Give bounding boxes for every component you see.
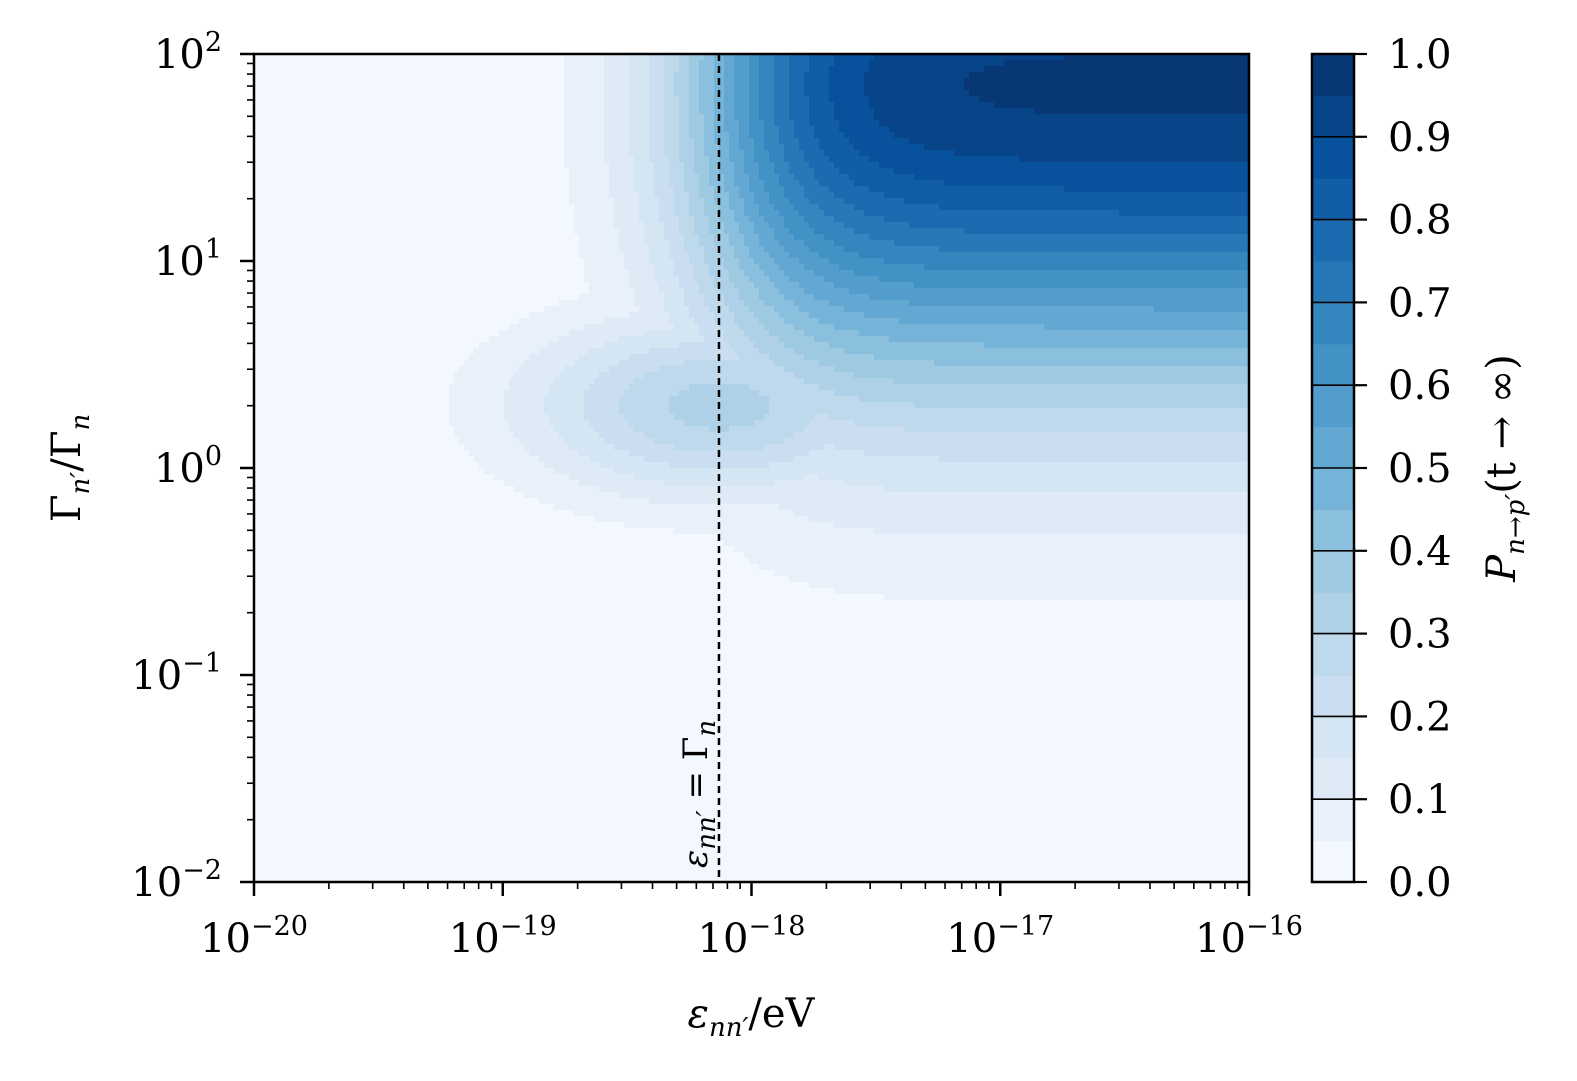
colorbar-tick-label: 0.8 <box>1388 198 1452 244</box>
colorbar-tick-label: 0.1 <box>1388 777 1452 823</box>
x-tick-label: 10−17 <box>946 911 1054 962</box>
colorbar: 0.0 0.1 0.2 0.3 0.4 0.5 0.6 0.7 0.8 0.9 1.0 <box>1310 32 1452 906</box>
colorbar-level <box>1312 509 1354 552</box>
colorbar-level <box>1312 426 1354 469</box>
y-tick-label: 101 <box>154 234 222 285</box>
x-tick-label: 10−19 <box>449 911 557 962</box>
colorbar-level <box>1312 343 1354 386</box>
y-tick-label: 10−2 <box>131 855 222 906</box>
colorbar-label: Pn→p′(t → ∞) <box>1479 354 1531 583</box>
colorbar-level <box>1312 468 1354 510</box>
y-axis: 10−2 10−1 100 101 102 <box>131 27 254 906</box>
colorbar-tick-label: 0.2 <box>1388 694 1452 740</box>
colorbar-level <box>1312 136 1354 179</box>
y-tick-label: 102 <box>154 27 222 78</box>
y-tick-label: 10−1 <box>131 648 222 699</box>
colorbar-tick-label: 0.5 <box>1388 446 1452 492</box>
colorbar-level <box>1312 385 1354 428</box>
x-tick-label: 10−20 <box>200 911 308 962</box>
x-axis-label: εnn′/eV <box>688 991 816 1043</box>
colorbar-level <box>1312 799 1354 842</box>
colorbar-level <box>1312 716 1354 759</box>
colorbar-level <box>1312 550 1354 593</box>
colorbar-level <box>1312 219 1354 262</box>
colorbar-tick-label: 0.0 <box>1388 860 1452 906</box>
colorbar-level <box>1312 592 1354 635</box>
colorbar-tick-label: 0.9 <box>1388 115 1452 161</box>
colorbar-tick-label: 0.6 <box>1388 363 1452 409</box>
colorbar-tick-label: 0.4 <box>1388 529 1452 575</box>
colorbar-level <box>1312 633 1354 676</box>
colorbar-level <box>1312 54 1354 96</box>
colorbar-level <box>1312 302 1354 345</box>
contour-field <box>254 54 1250 883</box>
colorbar-level <box>1312 95 1354 138</box>
colorbar-tick-label: 1.0 <box>1388 32 1452 78</box>
x-tick-label: 10−18 <box>698 911 806 962</box>
colorbar-level <box>1312 840 1354 883</box>
x-axis: 10−20 10−19 10−18 10−17 10−16 <box>200 882 1303 962</box>
colorbar-level <box>1312 675 1354 717</box>
y-tick-label: 100 <box>154 441 222 492</box>
colorbar-tick-label: 0.3 <box>1388 612 1452 658</box>
y-axis-label: Γn′/Γn <box>44 414 96 522</box>
threshold-annotation: εnn′ = Γn <box>676 720 722 868</box>
x-tick-label: 10−16 <box>1195 911 1303 962</box>
colorbar-level <box>1312 178 1354 221</box>
colorbar-level <box>1312 757 1354 800</box>
colorbar-frame <box>1310 52 1356 884</box>
colorbar-tick-label: 0.7 <box>1388 280 1452 326</box>
colorbar-level <box>1312 261 1354 303</box>
